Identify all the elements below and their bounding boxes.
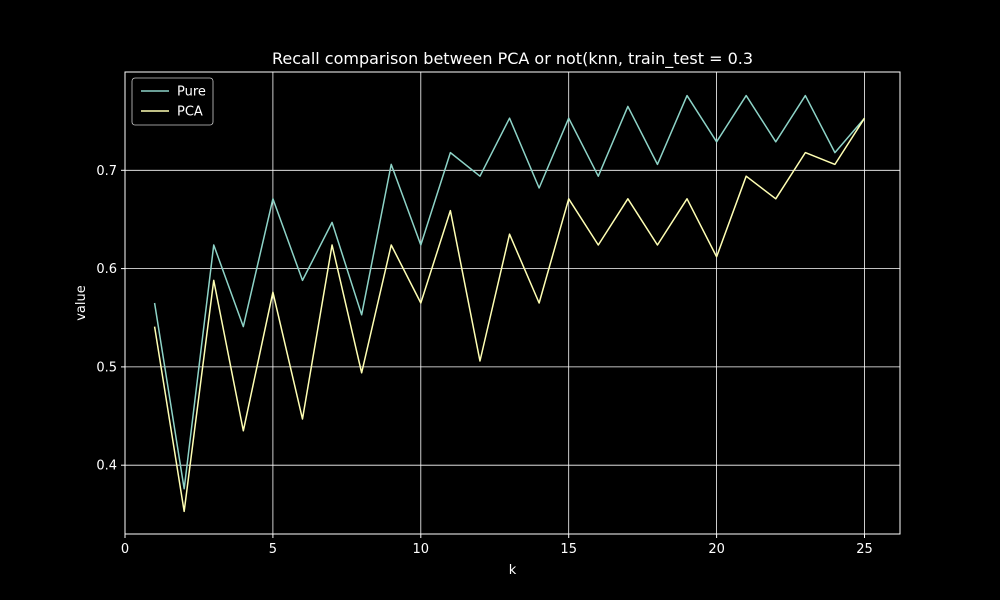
legend-label: PCA <box>177 105 203 120</box>
legend-label: Pure <box>177 85 206 100</box>
x-tick-label: 20 <box>708 542 725 557</box>
y-tick-label: 0.7 <box>96 164 117 179</box>
y-tick-label: 0.5 <box>96 360 117 375</box>
x-tick-label: 25 <box>856 542 873 557</box>
axis-ticks: 0 5 10 15 20 25 0.4 0.5 0.6 0.7 <box>96 164 872 557</box>
x-tick-label: 5 <box>269 542 277 557</box>
legend-box <box>131 77 214 126</box>
y-tick-label: 0.4 <box>96 459 117 474</box>
plot-frame <box>124 71 901 535</box>
series-line-pure <box>153 94 866 490</box>
x-tick-label: 10 <box>413 542 430 557</box>
series-lines <box>153 94 866 513</box>
legend: Pure PCA <box>131 77 214 126</box>
x-tick-label: 0 <box>121 542 129 557</box>
y-tick-label: 0.6 <box>96 262 117 277</box>
chart-title: Recall comparison between PCA or not(knn… <box>272 49 753 69</box>
y-axis-label: value <box>74 285 89 321</box>
series-line-pca <box>153 117 866 513</box>
x-tick-label: 15 <box>560 542 577 557</box>
x-axis-label: k <box>509 563 517 578</box>
